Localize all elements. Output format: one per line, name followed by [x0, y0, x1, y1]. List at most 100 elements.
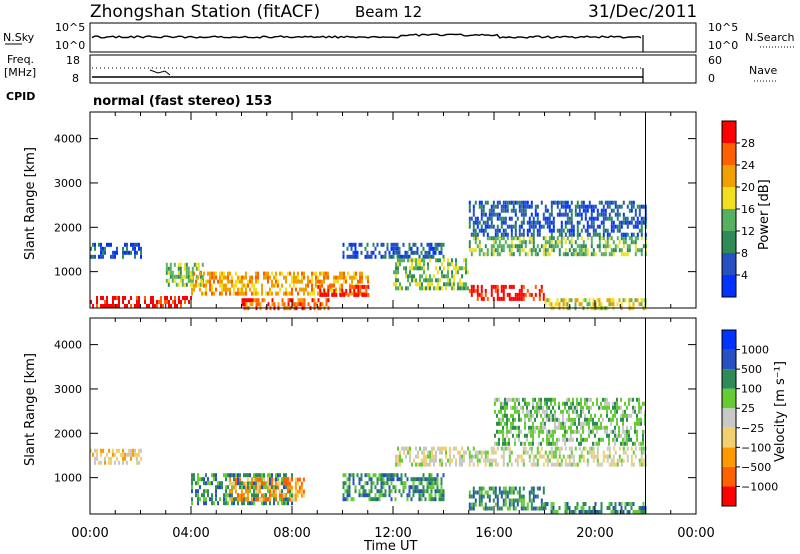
heatmap-cell: [451, 262, 453, 267]
heatmap-cell: [544, 248, 547, 253]
heatmap-cell: [285, 279, 287, 284]
heatmap-cell: [440, 497, 443, 502]
heatmap-cell: [550, 208, 553, 213]
heatmap-cell: [572, 405, 574, 410]
heatmap-cell: [392, 246, 395, 251]
heatmap-cell: [329, 284, 332, 289]
heatmap-cell: [361, 275, 363, 280]
heatmap-cell: [500, 417, 502, 422]
nave-tick-top: 60: [708, 54, 722, 67]
heatmap-cell: [116, 246, 118, 251]
heatmap-cell: [530, 506, 533, 511]
heatmap-cell: [502, 458, 505, 463]
heatmap-cell: [191, 270, 194, 275]
heatmap-cell: [302, 493, 305, 498]
heatmap-cell: [425, 274, 427, 279]
heatmap-cell: [426, 481, 429, 486]
heatmap-cell: [376, 242, 379, 247]
heatmap-cell: [474, 498, 477, 503]
heatmap-cell: [532, 486, 535, 491]
heatmap-cell: [436, 489, 439, 494]
heatmap-cell: [486, 494, 489, 499]
heatmap-cell: [480, 292, 483, 297]
heatmap-cell: [395, 286, 397, 291]
heatmap-cell: [272, 477, 275, 482]
heatmap-cell: [403, 450, 405, 455]
heatmap-cell: [291, 501, 293, 506]
heatmap-cell: [576, 437, 578, 442]
heatmap-cell: [255, 271, 257, 276]
heatmap-cell: [281, 283, 283, 288]
heatmap-cell: [225, 477, 227, 482]
heatmap-cell: [345, 279, 347, 284]
heatmap-cell: [638, 228, 641, 233]
heatmap-cell: [630, 220, 633, 225]
heatmap-cell: [592, 228, 595, 233]
heatmap-cell: [490, 224, 493, 229]
heatmap-cell: [269, 287, 271, 292]
heatmap-cell: [342, 497, 345, 502]
heatmap-cell: [504, 240, 507, 245]
heatmap-cell: [622, 421, 624, 426]
heatmap-cell: [486, 450, 489, 455]
heatmap-cell: [374, 473, 377, 478]
heatmap-cell: [423, 450, 425, 455]
heatmap-cell: [616, 401, 618, 406]
heatmap-cell: [96, 304, 98, 308]
colorbar-tick-label: 1000: [741, 344, 769, 357]
heatmap-cell: [626, 433, 628, 438]
heatmap-cell: [365, 275, 367, 280]
heatmap-cell: [552, 397, 554, 402]
heatmap-cell: [520, 224, 523, 229]
heatmap-cell: [612, 405, 614, 410]
heatmap-cell: [482, 506, 485, 511]
heatmap-cell: [552, 413, 554, 418]
heatmap-cell: [588, 224, 591, 229]
heatmap-cell: [319, 292, 322, 297]
heatmap-cell: [219, 481, 221, 486]
heatmap-cell: [382, 485, 385, 490]
heatmap-cell: [634, 510, 637, 514]
heatmap-cell: [197, 489, 199, 494]
heatmap-cell: [568, 413, 570, 418]
heatmap-cell: [263, 485, 265, 490]
heatmap-cell: [636, 510, 639, 514]
heatmap-cell: [598, 437, 600, 442]
heatmap-cell: [602, 224, 605, 229]
heatmap-cell: [100, 296, 102, 300]
heatmap-cell: [600, 506, 603, 510]
heatmap-cell: [628, 510, 631, 514]
heatmap-cell: [175, 282, 178, 287]
heatmap-cell: [626, 216, 629, 221]
heatmap-cell: [566, 252, 569, 257]
heatmap-cell: [478, 494, 481, 499]
heatmap-cell: [496, 228, 499, 233]
heatmap-cell: [366, 242, 369, 247]
heatmap-cell: [520, 244, 523, 249]
heatmap-cell: [327, 271, 329, 276]
heatmap-cell: [634, 429, 636, 434]
heatmap-cell: [560, 220, 563, 225]
heatmap-cell: [344, 473, 347, 478]
heatmap-cell: [287, 291, 289, 296]
heatmap-cell: [566, 502, 569, 506]
heatmap-cell: [110, 242, 112, 247]
heatmap-cell: [598, 224, 601, 229]
heatmap-cell: [588, 405, 590, 410]
heatmap-cell: [461, 282, 463, 287]
heatmap-cell: [227, 493, 229, 498]
nave-dip: [149, 69, 171, 76]
heatmap-cell: [538, 429, 540, 434]
heatmap-cell: [522, 236, 525, 241]
heatmap-cell: [396, 250, 399, 255]
heatmap-cell: [612, 446, 615, 451]
heatmap-cell: [399, 258, 401, 263]
heatmap-cell: [397, 258, 399, 263]
heatmap-cell: [225, 275, 227, 280]
heatmap-cell: [288, 485, 291, 490]
heatmap-cell: [550, 506, 553, 510]
heatmap-cell: [574, 409, 576, 414]
heatmap-cell: [558, 248, 561, 253]
heatmap-cell: [598, 212, 601, 217]
heatmap-cell: [546, 220, 549, 225]
